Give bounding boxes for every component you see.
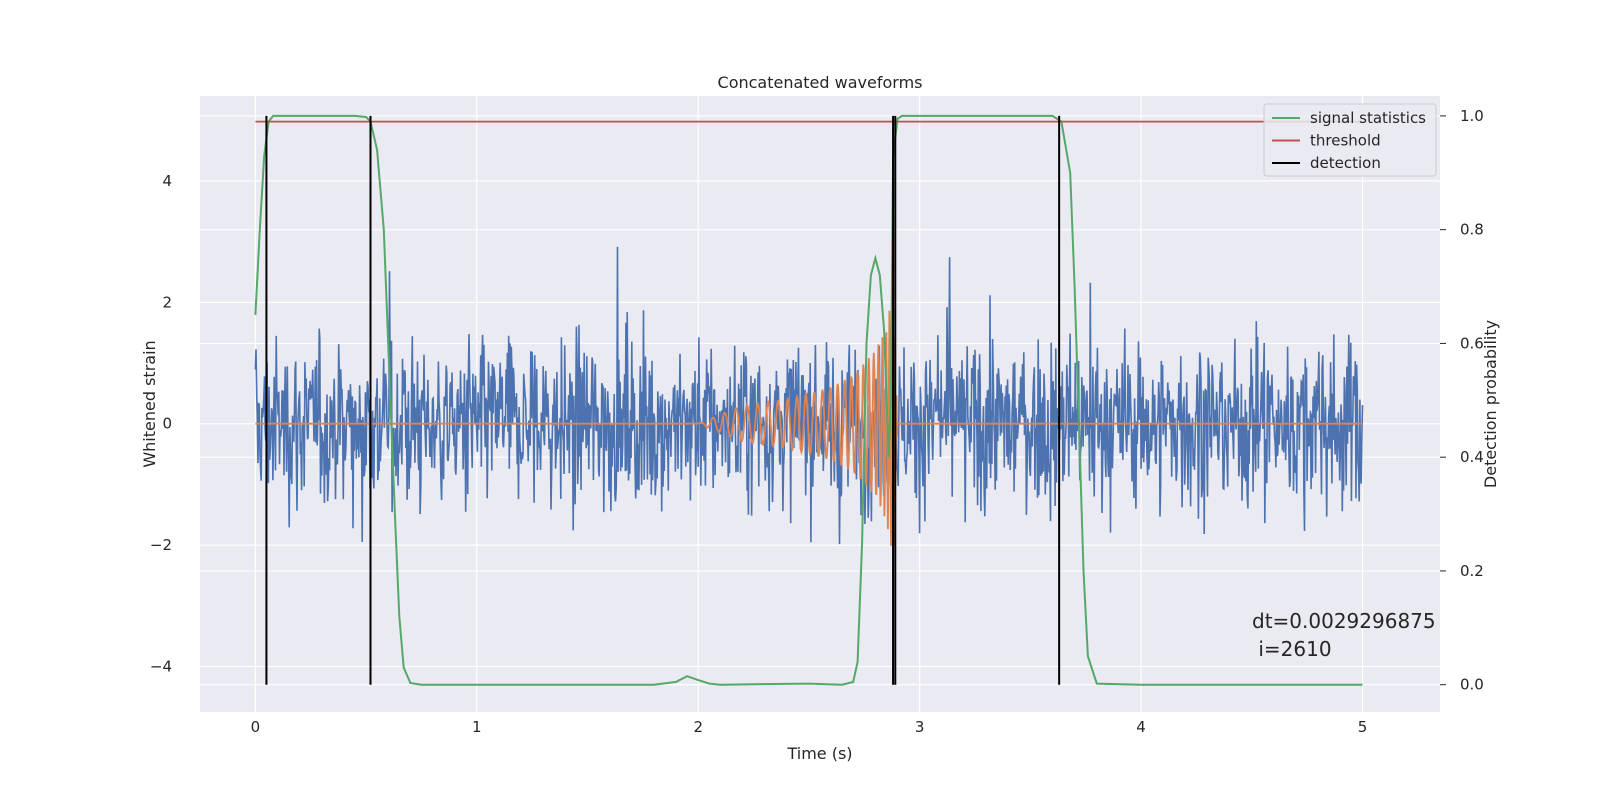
x-axis-label: Time (s) [786, 744, 852, 763]
legend-entry-label: threshold [1310, 132, 1381, 150]
x-axis-ticks: 0 1 2 3 4 5 [251, 718, 1368, 736]
y-right-tick-label: 0.4 [1460, 448, 1484, 466]
legend: signal statistics threshold detection [1263, 103, 1437, 177]
annotation-i: i=2610 [1252, 637, 1332, 661]
y-tick-label: 2 [162, 293, 172, 311]
y-tick-label: 0 [162, 415, 172, 433]
y-right-tick-label: 0.6 [1460, 334, 1484, 352]
y-tick-label: −2 [150, 536, 172, 554]
chart-title: Concatenated waveforms [718, 73, 923, 92]
y-right-axis-ticks: 0.0 0.2 0.4 0.6 0.8 1.0 [1440, 107, 1484, 694]
legend-entry-label: signal statistics [1310, 109, 1426, 127]
y-axis-label: Whitened strain [140, 340, 159, 467]
legend-entry-label: detection [1310, 154, 1381, 172]
y-axis-ticks: −4 −2 0 2 4 [150, 172, 172, 676]
signal-statistics-series [254, 114, 1363, 686]
chirp-template-line [255, 305, 1363, 546]
y-right-tick-label: 1.0 [1460, 107, 1484, 125]
y-tick-label: −4 [150, 657, 172, 675]
x-tick-label: 2 [693, 718, 703, 736]
whitened-strain-line [254, 246, 1364, 545]
y-right-axis-label: Detection probability [1481, 320, 1500, 488]
x-tick-label: 5 [1358, 718, 1368, 736]
signal-statistics-line [254, 114, 1363, 686]
x-tick-label: 4 [1136, 718, 1146, 736]
x-tick-label: 3 [915, 718, 925, 736]
y-tick-label: 4 [162, 172, 172, 190]
strain-series [254, 246, 1364, 545]
detection-series [265, 115, 1061, 685]
legend-box [1263, 103, 1437, 177]
template-series [255, 305, 1363, 546]
y-right-tick-label: 0.8 [1460, 221, 1484, 239]
x-tick-label: 1 [472, 718, 482, 736]
annotation-dt: dt=0.0029296875 [1252, 609, 1436, 633]
x-tick-label: 0 [251, 718, 261, 736]
y-right-tick-label: 0.0 [1460, 676, 1484, 694]
y-right-tick-label: 0.2 [1460, 562, 1484, 580]
